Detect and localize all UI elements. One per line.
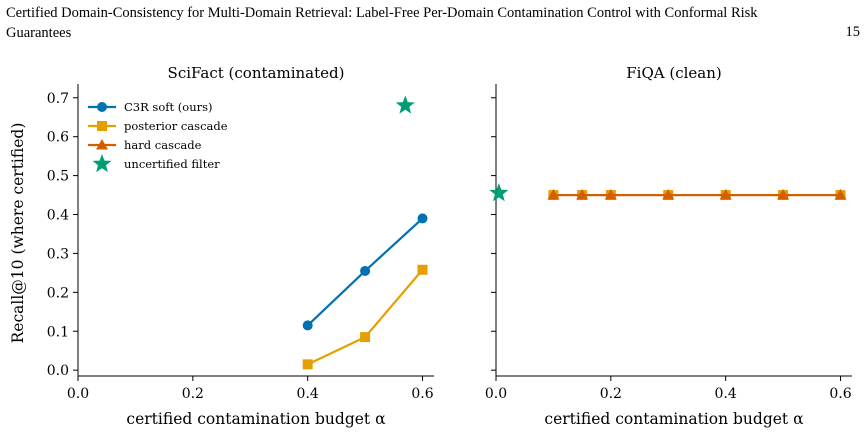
page-header-title: Certified Domain-Consistency for Multi-D… [6, 5, 758, 41]
data-point-triangle [719, 189, 732, 200]
legend-marker-star [92, 154, 112, 173]
y-axis-label: Recall@10 (where certified) [9, 123, 27, 344]
x-tick-label: 0.6 [829, 386, 851, 402]
data-point-star [489, 183, 509, 202]
legend-marker-triangle [96, 139, 108, 150]
x-tick-label: 0.4 [715, 386, 737, 402]
data-point-triangle [604, 189, 617, 200]
data-point-circle [417, 213, 428, 224]
x-tick-label: 0.6 [411, 386, 433, 402]
chart-panel-2: FiQA (clean) 0.0 0.2 0.4 0.6 certified contam… [485, 64, 852, 428]
legend-label: C3R soft (ours) [124, 100, 213, 114]
y-tick-label: 0.5 [47, 169, 69, 185]
data-point-star [395, 95, 415, 114]
data-point-triangle [777, 189, 790, 200]
page-number: 15 [845, 24, 861, 40]
data-point-square [360, 332, 371, 343]
data-point-circle [302, 320, 313, 331]
x-tick-label: 0.4 [297, 386, 319, 402]
y-tick-label: 0.7 [47, 91, 69, 107]
data-point-circle [360, 265, 371, 276]
series-line-square [307, 269, 424, 366]
data-point-square [417, 264, 428, 275]
y-tick-label: 0.6 [47, 130, 69, 146]
x-tick-label: 0.0 [485, 386, 507, 402]
data-point-triangle [834, 189, 847, 200]
legend-label: uncertified filter [124, 157, 220, 171]
x-tick-label: 0.0 [67, 386, 89, 402]
data-point-triangle [547, 189, 560, 200]
x-tick-label: 0.2 [600, 386, 622, 402]
x-tick-label: 0.2 [182, 386, 204, 402]
legend-label: hard cascade [124, 138, 202, 152]
chart-title: SciFact (contaminated) [168, 64, 345, 82]
y-tick-label: 0.0 [47, 363, 69, 379]
legend-label: posterior cascade [124, 119, 228, 133]
x-axis-label: certified contamination budget α [544, 410, 804, 428]
chart-legend: C3R soft (ours) posterior cascade hard cas… [88, 100, 228, 173]
chart-title: FiQA (clean) [626, 64, 722, 82]
y-tick-label: 0.3 [47, 246, 69, 262]
legend-marker-square [97, 121, 107, 131]
legend-marker-circle [97, 102, 107, 112]
x-axis-label: certified contamination budget α [126, 410, 386, 428]
y-tick-label: 0.1 [47, 324, 69, 340]
y-tick-label: 0.2 [47, 285, 69, 301]
chart-panel-1: SciFact (contaminated) 0.0 0.2 0.4 0.6 certif… [9, 64, 434, 428]
data-point-triangle [576, 189, 589, 200]
data-point-square [302, 359, 313, 370]
data-point-triangle [662, 189, 675, 200]
y-tick-label: 0.4 [47, 208, 69, 224]
